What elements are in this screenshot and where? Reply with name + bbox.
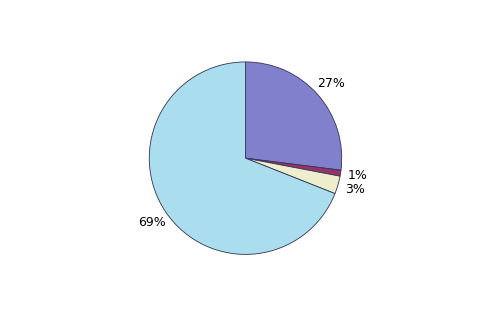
Wedge shape [246, 158, 340, 193]
Text: 1%: 1% [348, 169, 368, 182]
Text: 69%: 69% [137, 215, 165, 228]
Text: 3%: 3% [345, 183, 364, 196]
Wedge shape [246, 158, 341, 176]
Text: 27%: 27% [317, 77, 345, 90]
Wedge shape [149, 62, 335, 254]
Wedge shape [246, 62, 342, 170]
